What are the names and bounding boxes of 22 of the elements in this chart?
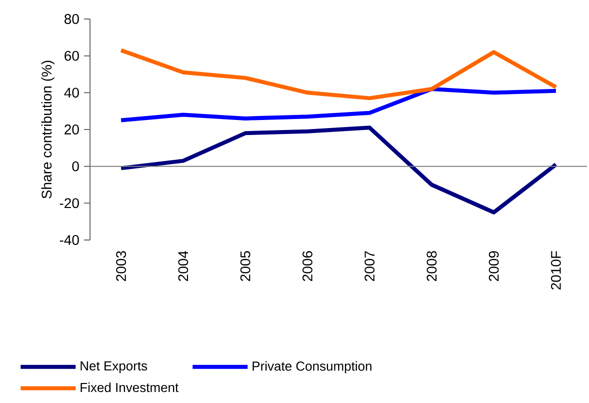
x-tick-label: 2003 (116, 251, 126, 281)
y-tick-label: 40 (64, 88, 79, 98)
legend-label: Private Consumption (252, 361, 372, 374)
x-tick-label: 2005 (240, 251, 250, 281)
y-tick-label: 60 (64, 50, 79, 61)
x-tick-label: 2006 (302, 251, 312, 281)
legend-label: Net Exports (80, 361, 148, 374)
x-tick-label: 2008 (426, 251, 437, 281)
y-tick-label: 80 (64, 14, 79, 24)
y-axis-title: Share contribution (%) (41, 60, 54, 198)
legend-label: Fixed Investment (80, 382, 179, 392)
y-tick-label: -20 (60, 198, 79, 208)
line-series (119, 126, 558, 214)
line-series (119, 86, 558, 122)
x-tick-label: 2010F (550, 251, 561, 290)
x-tick-label: 2004 (178, 250, 188, 281)
line-series (119, 48, 558, 100)
y-tick-label: -40 (60, 235, 79, 245)
y-tick-label: 20 (64, 124, 79, 134)
y-tick-label: 0 (72, 161, 79, 172)
x-tick-label: 2009 (488, 251, 499, 281)
x-tick-label: 2007 (364, 251, 375, 281)
